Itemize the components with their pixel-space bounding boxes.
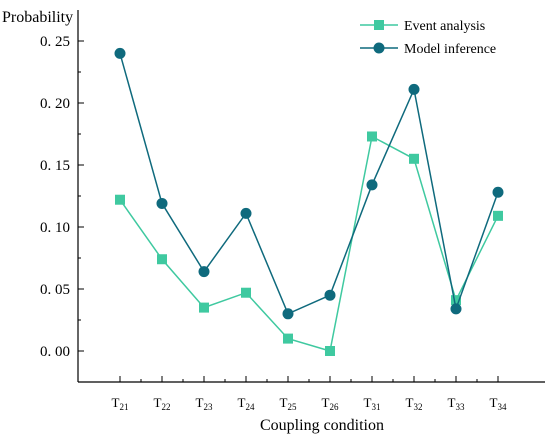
data-point bbox=[450, 303, 462, 315]
legend-label: Event analysis bbox=[404, 19, 485, 34]
x-ticks: T21 T22 T23 T24 T25 T26 T31 T32 T33 T34 bbox=[112, 376, 507, 412]
x-tick-label: T33 bbox=[448, 395, 465, 412]
data-point bbox=[325, 346, 335, 356]
data-point bbox=[114, 47, 126, 59]
x-tick-label: T24 bbox=[238, 395, 255, 412]
data-point bbox=[408, 83, 420, 95]
legend-marker bbox=[373, 42, 385, 54]
series-line bbox=[119, 135, 499, 352]
y-tick-label: 0. 05 bbox=[40, 282, 70, 298]
y-ticks: 0. 00 0. 05 0. 10 0. 15 0. 20 0. 25 bbox=[40, 34, 84, 360]
data-point bbox=[366, 179, 378, 191]
x-tick-label: T32 bbox=[406, 395, 423, 412]
x-tick-label: T25 bbox=[280, 395, 297, 412]
legend-marker bbox=[374, 20, 384, 30]
legend-label: Model inference bbox=[404, 42, 496, 57]
data-point bbox=[492, 186, 504, 198]
data-point bbox=[240, 207, 252, 219]
legend: Event analysis Model inference bbox=[360, 19, 496, 57]
y-tick-label: 0. 25 bbox=[40, 34, 70, 50]
x-tick-label: T34 bbox=[490, 395, 507, 412]
data-point bbox=[409, 153, 419, 164]
y-tick-label: 0. 15 bbox=[40, 158, 70, 174]
data-point bbox=[282, 308, 294, 320]
data-point bbox=[283, 333, 293, 344]
series-0 bbox=[115, 131, 503, 356]
legend-item: Model inference bbox=[360, 42, 496, 57]
x-tick-label: T22 bbox=[154, 395, 171, 412]
data-point bbox=[324, 289, 336, 301]
x-axis-title: Coupling condition bbox=[260, 417, 384, 434]
axes bbox=[77, 10, 545, 383]
data-point bbox=[493, 210, 503, 221]
series-layer bbox=[114, 47, 504, 356]
data-point bbox=[156, 197, 168, 209]
data-point bbox=[451, 295, 461, 306]
legend-item: Event analysis bbox=[360, 19, 485, 34]
x-tick-label: T23 bbox=[196, 395, 213, 412]
data-point bbox=[241, 287, 251, 298]
series-line bbox=[119, 53, 499, 315]
series-1 bbox=[114, 47, 504, 320]
y-tick-label: 0. 20 bbox=[40, 96, 70, 112]
data-point bbox=[198, 266, 210, 278]
x-tick-label: T31 bbox=[364, 395, 381, 412]
y-tick-label: 0. 10 bbox=[40, 220, 70, 236]
data-point bbox=[367, 131, 377, 142]
y-tick-label: 0. 00 bbox=[40, 344, 70, 360]
data-point bbox=[199, 302, 209, 313]
x-tick-label: T26 bbox=[322, 395, 339, 412]
y-axis-title: Probability bbox=[2, 9, 73, 26]
x-tick-label: T21 bbox=[112, 395, 129, 412]
data-point bbox=[115, 194, 125, 205]
data-point bbox=[157, 254, 167, 265]
